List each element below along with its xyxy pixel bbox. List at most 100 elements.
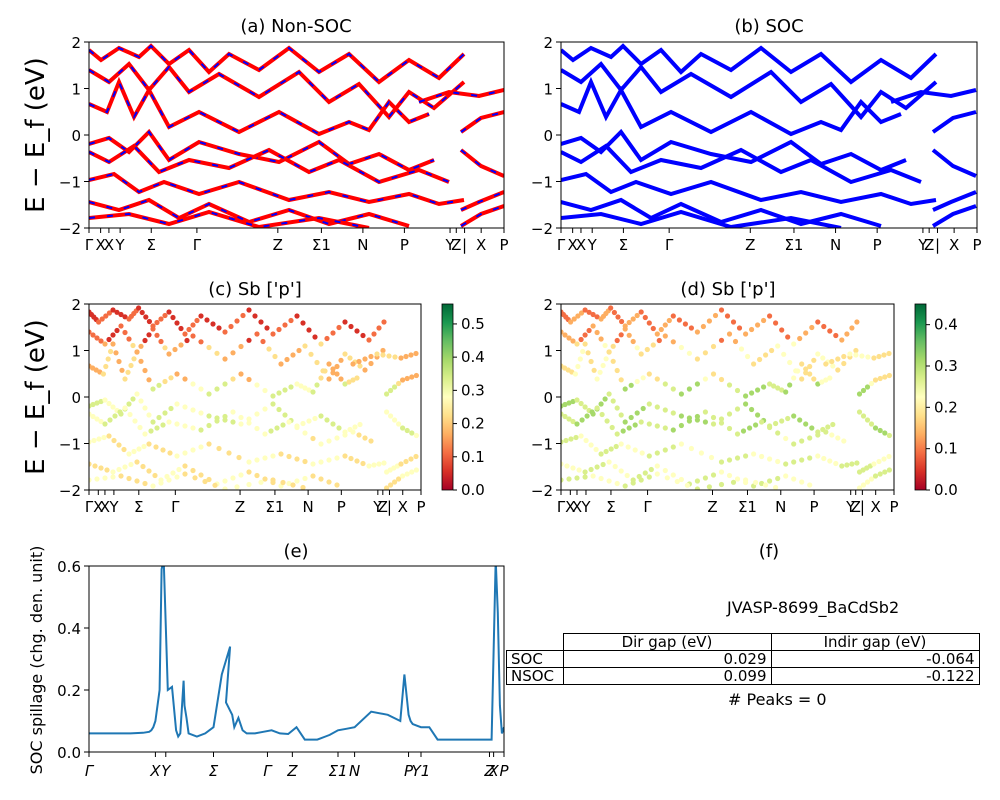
projection-dot xyxy=(726,457,733,463)
projection-dot xyxy=(583,437,589,444)
projection-dot xyxy=(366,337,372,343)
projection-dot xyxy=(773,420,779,427)
projection-dot xyxy=(835,356,841,362)
projection-dot xyxy=(334,455,340,461)
projection-dot xyxy=(246,376,252,383)
projection-dot xyxy=(841,360,847,367)
projection-dot xyxy=(582,341,588,347)
x-tick-label: Σ xyxy=(134,498,143,516)
projection-dot xyxy=(392,354,398,360)
panel-c-plot-area xyxy=(89,305,419,490)
x-tick-label: N xyxy=(357,236,368,254)
projection-dot xyxy=(763,482,769,488)
projection-dot xyxy=(404,427,410,434)
projection-dot xyxy=(356,432,362,438)
y-tick-label: 0 xyxy=(71,389,81,407)
projection-dot xyxy=(662,425,668,431)
peaks-count: # Peaks = 0 xyxy=(728,690,827,709)
colorbar-tick-label: 0.5 xyxy=(461,315,485,333)
y-tick-label: 0.6 xyxy=(57,558,81,576)
projection-dot xyxy=(640,405,646,412)
projection-dot xyxy=(168,375,174,381)
projection-dot xyxy=(162,378,168,385)
projection-dot xyxy=(356,358,362,365)
projection-dot xyxy=(602,396,608,402)
projection-dot xyxy=(820,355,826,361)
projection-dot xyxy=(877,471,883,477)
projection-dot xyxy=(582,307,588,313)
projection-dot xyxy=(142,337,148,344)
projection-dot xyxy=(872,377,879,383)
projection-dot xyxy=(108,348,114,355)
projection-dot xyxy=(262,387,268,394)
projection-dot xyxy=(799,438,805,444)
projection-dot xyxy=(761,317,767,324)
band-line xyxy=(89,61,466,121)
x-tick-label: Z xyxy=(235,498,245,516)
y-tick-label: 1 xyxy=(71,81,81,99)
projection-dot xyxy=(626,319,632,326)
x-tick-label: X xyxy=(476,236,486,254)
projection-dot xyxy=(162,345,168,351)
projection-dot xyxy=(190,467,196,474)
projection-dot xyxy=(89,439,92,445)
projection-dot xyxy=(791,459,797,465)
projection-dot xyxy=(646,421,652,427)
projection-dot xyxy=(803,421,809,427)
x-tick-label: Γ xyxy=(85,236,94,254)
projection-dot xyxy=(799,376,805,382)
band-line-dash xyxy=(460,191,504,211)
x-tick-label: Z xyxy=(378,498,388,516)
projection-dot xyxy=(368,438,374,444)
x-tick-label: Z xyxy=(273,236,283,254)
projection-dot xyxy=(350,429,356,435)
projection-dot xyxy=(91,437,97,444)
projection-dot xyxy=(272,353,278,360)
projection-dot xyxy=(594,464,600,470)
projection-dot xyxy=(381,460,387,466)
projection-dot xyxy=(755,412,761,418)
projection-dot xyxy=(603,448,609,455)
band-line xyxy=(931,204,977,228)
projection-dot xyxy=(330,370,336,376)
row-label-nsoc: NSOC xyxy=(506,667,564,685)
projection-dot xyxy=(300,320,306,326)
projection-dot xyxy=(380,347,386,354)
band-line xyxy=(890,88,977,104)
projection-dot xyxy=(222,486,228,490)
colorbar-tick-label: 0.4 xyxy=(461,348,485,366)
projection-dot xyxy=(194,317,200,324)
projection-dot xyxy=(860,387,867,394)
projection-dot xyxy=(222,329,228,335)
projection-dot xyxy=(734,476,741,482)
projection-dot xyxy=(294,381,300,387)
panel-e-soc-spillage: (e) SOC spillage (chg. den. unit) 0.6 0.4… xyxy=(27,541,509,780)
panel-d-title: (d) Sb ['p'] xyxy=(680,279,775,300)
projection-dot xyxy=(646,474,652,480)
projection-dot xyxy=(182,331,188,337)
projection-dot xyxy=(751,451,757,457)
col-indir-gap: Indir gap (eV) xyxy=(770,633,980,651)
projection-dot xyxy=(150,419,156,425)
projection-dot xyxy=(354,328,360,334)
projection-dot xyxy=(694,478,700,484)
projection-dot xyxy=(106,400,112,407)
projection-dot xyxy=(694,381,700,387)
projection-dot xyxy=(797,335,803,342)
panel-b-title: (b) SOC xyxy=(734,16,803,37)
projection-dot xyxy=(759,419,765,425)
projection-dot xyxy=(618,332,624,338)
projection-dot xyxy=(819,379,825,385)
projection-dot xyxy=(398,461,404,467)
projection-dot xyxy=(274,425,280,431)
projection-dot xyxy=(392,417,398,423)
x-tick-label: X xyxy=(565,498,575,516)
projection-dot xyxy=(134,391,140,397)
projection-dot xyxy=(791,413,797,419)
projection-dot xyxy=(174,401,180,407)
projection-dot xyxy=(654,331,660,337)
projection-dot xyxy=(167,450,173,456)
projection-dot xyxy=(306,418,312,424)
projection-dot xyxy=(342,351,348,357)
projection-dot xyxy=(270,331,276,337)
